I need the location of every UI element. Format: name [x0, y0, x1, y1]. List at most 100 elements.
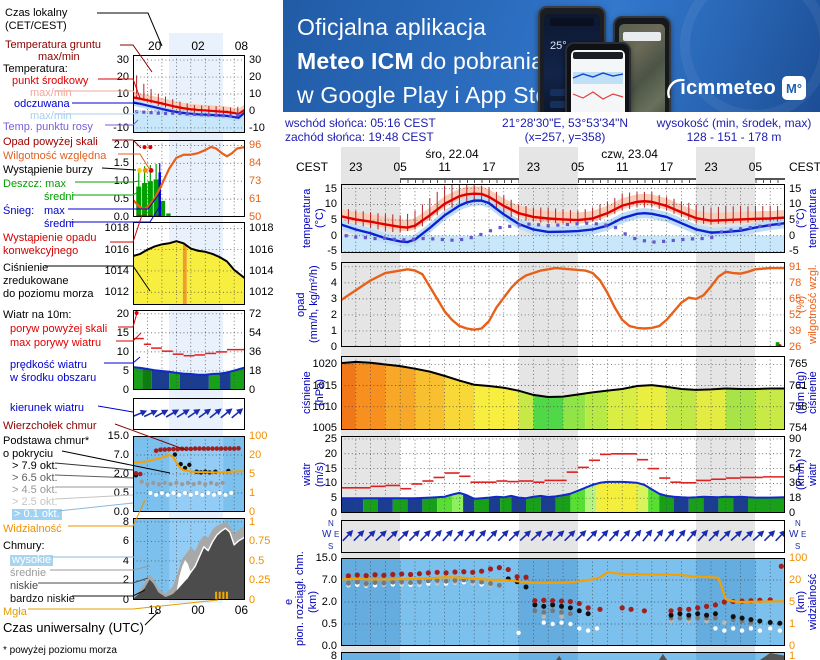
axis-tick: 5	[330, 492, 337, 505]
axis-tick: 18	[789, 492, 802, 505]
axis-tick: 10	[116, 88, 129, 100]
axis-title: widzialność	[807, 573, 819, 631]
axis-title: (mm/h, kg/m²/h)	[308, 265, 320, 344]
axis-tick: 50	[249, 211, 262, 223]
axis-tick: 54	[789, 462, 802, 475]
axis-tick: 0	[122, 104, 129, 117]
axis-tick: 3	[330, 292, 337, 305]
axis-tick: 96	[249, 139, 262, 152]
legend-label: Śnieg:	[3, 205, 35, 217]
axis-tick: 1	[249, 515, 256, 528]
axis-tick: 100	[789, 552, 808, 564]
time-label: 23	[526, 160, 541, 174]
axis-tick: 1005	[312, 421, 337, 434]
axis-tick: 0	[330, 507, 337, 519]
axis-tick: -5	[327, 245, 337, 258]
axis-tick: 15	[324, 182, 337, 195]
axis-tick: 84	[249, 157, 262, 170]
time-label: 23	[349, 160, 363, 174]
axis-tick: 20	[249, 71, 262, 84]
legend-label: max porywy wiatru	[10, 337, 102, 349]
panel-temperature-mini	[133, 55, 245, 133]
axis-tick: 4	[330, 276, 337, 289]
phone-mockup-3	[565, 42, 631, 112]
time-label: 11	[438, 160, 451, 174]
phone2-search-bar	[623, 32, 661, 41]
legend-label: Temp. punktu rosy	[3, 121, 93, 133]
axis-tick: 7.0	[321, 574, 337, 586]
grid-xy-text: (x=257, y=358)	[524, 130, 606, 144]
tz-label-left: CEST	[296, 160, 329, 174]
axis-tick: 0.5	[113, 193, 129, 206]
logo-swoosh-icon	[667, 78, 683, 99]
legend-label: > 6.5 okt.	[12, 472, 58, 484]
axis-title: ciśnienie	[301, 371, 313, 415]
axis-title: ciśnienie	[807, 371, 819, 415]
time-label: 05	[748, 160, 763, 174]
axis-tick: 20	[116, 307, 129, 320]
legend-label: niskie	[10, 580, 39, 592]
axis-tick: 0.75	[249, 535, 271, 548]
legend-label: w środku obszaru	[10, 372, 97, 384]
legend-label: prędkość wiatru	[10, 359, 88, 371]
mini-local-time-label: 20	[147, 39, 162, 53]
axis-tick: -10	[113, 121, 129, 134]
axis-tick: 761	[789, 379, 808, 392]
legend-label: max/min	[30, 110, 72, 122]
axis-tick: 15.0	[315, 552, 337, 564]
axis-title: (km)	[307, 591, 319, 613]
axis-tick: 15	[324, 462, 337, 475]
legend-label: Czas lokalny	[5, 7, 68, 19]
legend-label: średni	[44, 218, 74, 230]
axis-tick: 15	[789, 182, 802, 195]
axis-tick: 5	[122, 364, 129, 377]
axis-tick: 10	[116, 345, 129, 358]
panel-pressure-main	[341, 356, 785, 430]
axis-tick: 18	[249, 364, 262, 377]
axis-tick: 73	[249, 175, 262, 188]
legend-label: do poziomu morza	[3, 288, 94, 300]
axis-tick: 1.0	[113, 175, 129, 188]
legend-label: o pokryciu	[3, 448, 54, 460]
legend-label: Temperatura:	[3, 63, 68, 75]
axis-tick: 10	[249, 88, 262, 100]
axis-tick: 1018	[104, 222, 129, 235]
icmmeteo-logo: icmmeteo M°	[666, 76, 806, 100]
axis-tick: 0	[330, 229, 337, 242]
axis-tick: 25	[324, 432, 337, 445]
axis-tick: 52	[789, 308, 802, 321]
axis-tick: 1010	[312, 400, 337, 413]
panel-wind-direction-mini	[133, 398, 245, 430]
axis-tick: 36	[249, 345, 262, 358]
axis-tick: 78	[789, 276, 802, 289]
axis-title: wiatr	[301, 462, 313, 487]
axis-tick: 0	[330, 341, 337, 353]
axis-tick: 72	[789, 447, 802, 460]
legend-label: * powyżej poziomu morza	[3, 645, 117, 656]
legend-label: wysokie	[10, 554, 54, 566]
legend-label: Wiatr na 10m:	[3, 309, 72, 321]
app-promo-banner[interactable]: Oficjalna aplikacja Meteo ICM do pobrani…	[283, 0, 820, 112]
time-label: 23	[704, 160, 718, 174]
banner-line1: Oficjalna aplikacja	[297, 14, 487, 40]
axis-tick: 5	[789, 214, 796, 227]
axis-tick: 0	[249, 384, 256, 396]
axis-tick: 0.5	[113, 487, 129, 499]
axis-tick: 1018	[249, 222, 274, 235]
axis-tick: 20	[249, 449, 262, 461]
axis-title: opad	[295, 292, 307, 317]
axis-tick: 20	[324, 447, 337, 460]
panel-wind-main	[341, 436, 785, 513]
legend-label: kierunek wiatru	[10, 402, 84, 414]
axis-tick: 1	[789, 618, 796, 630]
axis-tick: 15	[116, 326, 129, 339]
time-label: 17	[659, 160, 674, 174]
panel-pressure-mini	[133, 222, 245, 305]
banner-decoration-ring	[680, 0, 820, 112]
axis-tick: 65	[789, 292, 802, 305]
axis-tick: 758	[789, 400, 808, 413]
axis-tick: 90	[789, 432, 802, 445]
axis-tick: 754	[789, 421, 808, 434]
axis-tick: 61	[249, 193, 262, 206]
